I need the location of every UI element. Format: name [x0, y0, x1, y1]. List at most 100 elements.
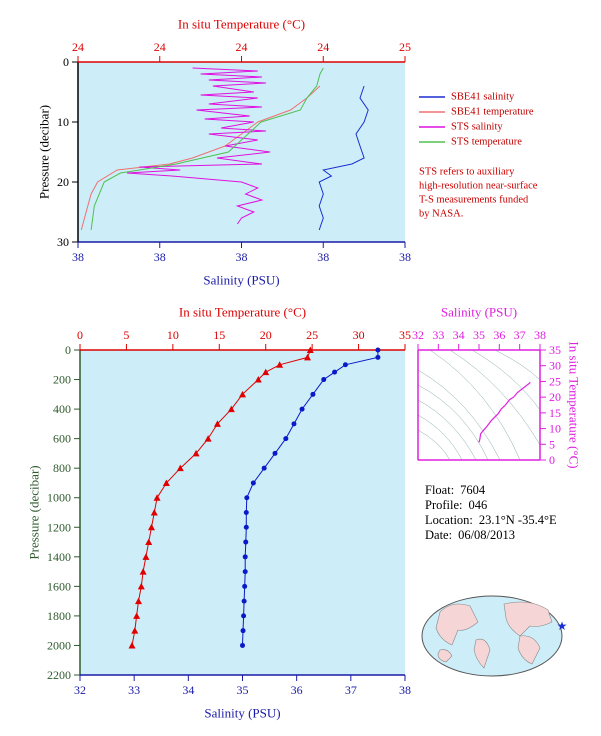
marker-circle [261, 465, 267, 471]
x-tick-label: 38 [72, 250, 84, 264]
y-tick-label: 1000 [47, 491, 71, 505]
x-tick-label: 35 [237, 683, 249, 697]
marker-triangle [150, 509, 158, 516]
y-tick-label: 1400 [47, 550, 71, 564]
marker-triangle [131, 627, 139, 634]
x-axis-title: Salinity (PSU) [441, 305, 517, 320]
marker-triangle [145, 538, 153, 546]
x-tick-label: 24 [236, 40, 248, 54]
float-location-star: ★ [557, 619, 568, 633]
x-tick-label: 30 [353, 328, 365, 342]
x-tick-label: 33 [128, 683, 140, 697]
plot-background [78, 62, 405, 242]
profile-line [126, 67, 271, 225]
marker-circle [240, 642, 245, 648]
y-tick-label: 20 [549, 390, 561, 404]
x-tick-label: 34 [182, 683, 194, 697]
marker-triangle [153, 494, 161, 501]
x-tick-label: 36 [493, 328, 505, 342]
y-tick-label: 30 [549, 359, 561, 373]
marker-triangle [304, 353, 311, 361]
y-tick-label: 1800 [47, 609, 71, 623]
marker-circle [244, 495, 250, 501]
info-date: Date: 06/08/2013 [425, 528, 515, 542]
x-tick-label: 36 [291, 683, 303, 697]
y-tick-label: 35 [549, 343, 561, 357]
x-axis-title: Salinity (PSU) [203, 273, 279, 288]
marker-circle [242, 569, 248, 575]
marker-circle [241, 598, 247, 604]
y-tick-label: 0 [63, 55, 69, 69]
plot-background [80, 350, 405, 675]
marker-circle [243, 510, 249, 515]
y-tick-label: 10 [57, 115, 69, 129]
marker-triangle [142, 553, 150, 560]
note-line: T-S measurements funded [419, 195, 529, 206]
x-tick-label: 37 [514, 328, 526, 342]
marker-circle [375, 347, 381, 353]
marker-circle [242, 583, 248, 589]
y-tick-label: 800 [53, 461, 71, 475]
y-tick-label: 5 [549, 437, 555, 451]
marker-triangle [239, 390, 246, 398]
x-tick-label: 20 [260, 328, 272, 342]
y-axis-title: Pressure (decibar) [37, 105, 52, 199]
x-tick-label: 38 [399, 683, 411, 697]
x-axis-title: In situ Temperature (°C) [179, 305, 306, 320]
y-tick-label: 1600 [47, 579, 71, 593]
marker-triangle [133, 612, 141, 619]
y-tick-label: 0 [65, 343, 71, 357]
y-tick-label: 2200 [47, 668, 71, 682]
x-tick-label: 24 [72, 40, 84, 54]
ts-curve [478, 382, 531, 443]
x-tick-label: 38 [236, 250, 248, 264]
marker-circle [310, 391, 316, 397]
info-profile: Profile: 046 [425, 498, 487, 512]
marker-triangle [192, 449, 200, 457]
profile-line [80, 85, 321, 231]
x-tick-label: 38 [317, 250, 329, 264]
profile-line [318, 85, 369, 231]
x-tick-label: 32 [412, 328, 424, 342]
marker-triangle [137, 582, 145, 590]
marker-triangle [162, 479, 170, 486]
x-tick-label: 38 [534, 328, 546, 342]
map-land [437, 649, 453, 663]
marker-triangle [128, 641, 136, 649]
note-line: by NASA. [419, 209, 463, 220]
y-tick-label: 2000 [47, 638, 71, 652]
legend-label: STS salinity [451, 122, 503, 133]
marker-triangle [276, 361, 284, 368]
x-tick-label: 34 [453, 328, 465, 342]
marker-triangle [204, 435, 212, 442]
marker-circle [291, 421, 297, 427]
x-tick-label: 38 [154, 250, 166, 264]
x-axis-title: In situ Temperature (°C) [178, 17, 305, 32]
x-tick-label: 35 [399, 328, 411, 342]
info-float: Float: 7604 [425, 483, 486, 497]
legend-label: STS temperature [451, 137, 522, 148]
legend-label: SBE41 temperature [451, 107, 534, 118]
marker-triangle [139, 568, 147, 575]
x-tick-label: 38 [399, 250, 411, 264]
marker-triangle [306, 346, 314, 353]
x-tick-label: 33 [432, 328, 444, 342]
x-tick-label: 32 [74, 683, 86, 697]
y-tick-label: 15 [549, 406, 561, 420]
marker-circle [242, 554, 248, 560]
y-tick-label: 30 [57, 235, 69, 249]
x-tick-label: 0 [77, 328, 83, 342]
marker-triangle [176, 464, 184, 472]
ts-contours [417, 349, 541, 461]
marker-circle [272, 450, 278, 456]
x-tick-label: 5 [123, 328, 129, 342]
note-line: high-resolution near-surface [419, 181, 538, 192]
marker-circle [299, 406, 305, 412]
marker-circle [375, 354, 381, 360]
x-tick-label: 24 [154, 40, 166, 54]
marker-circle [283, 436, 289, 442]
y-tick-label: 0 [549, 453, 555, 467]
x-tick-label: 37 [345, 683, 357, 697]
marker-triangle [213, 420, 221, 427]
